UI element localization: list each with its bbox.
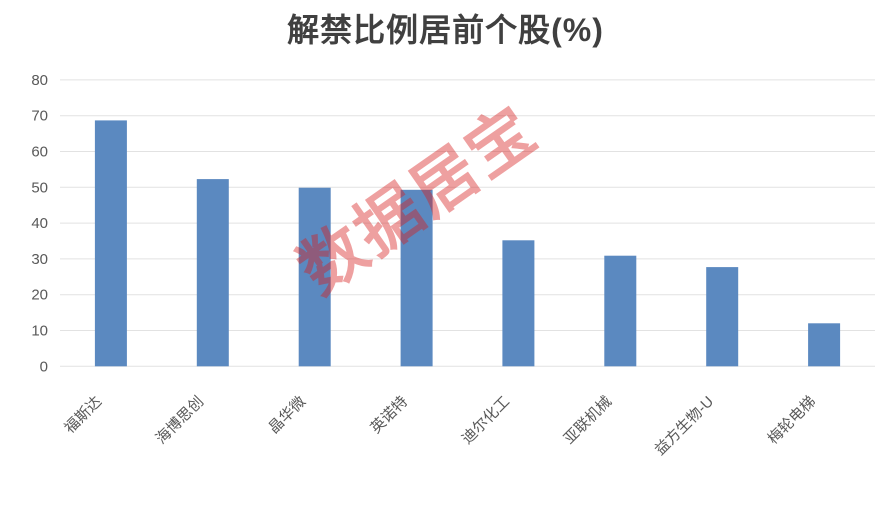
svg-text:70: 70 xyxy=(31,108,48,125)
svg-text:20: 20 xyxy=(31,287,48,304)
svg-text:50: 50 xyxy=(31,179,48,196)
svg-text:30: 30 xyxy=(31,251,48,268)
svg-text:0: 0 xyxy=(40,358,48,375)
svg-text:40: 40 xyxy=(31,215,48,232)
svg-text:80: 80 xyxy=(31,72,48,89)
svg-text:10: 10 xyxy=(31,323,48,340)
svg-text:60: 60 xyxy=(31,144,48,161)
